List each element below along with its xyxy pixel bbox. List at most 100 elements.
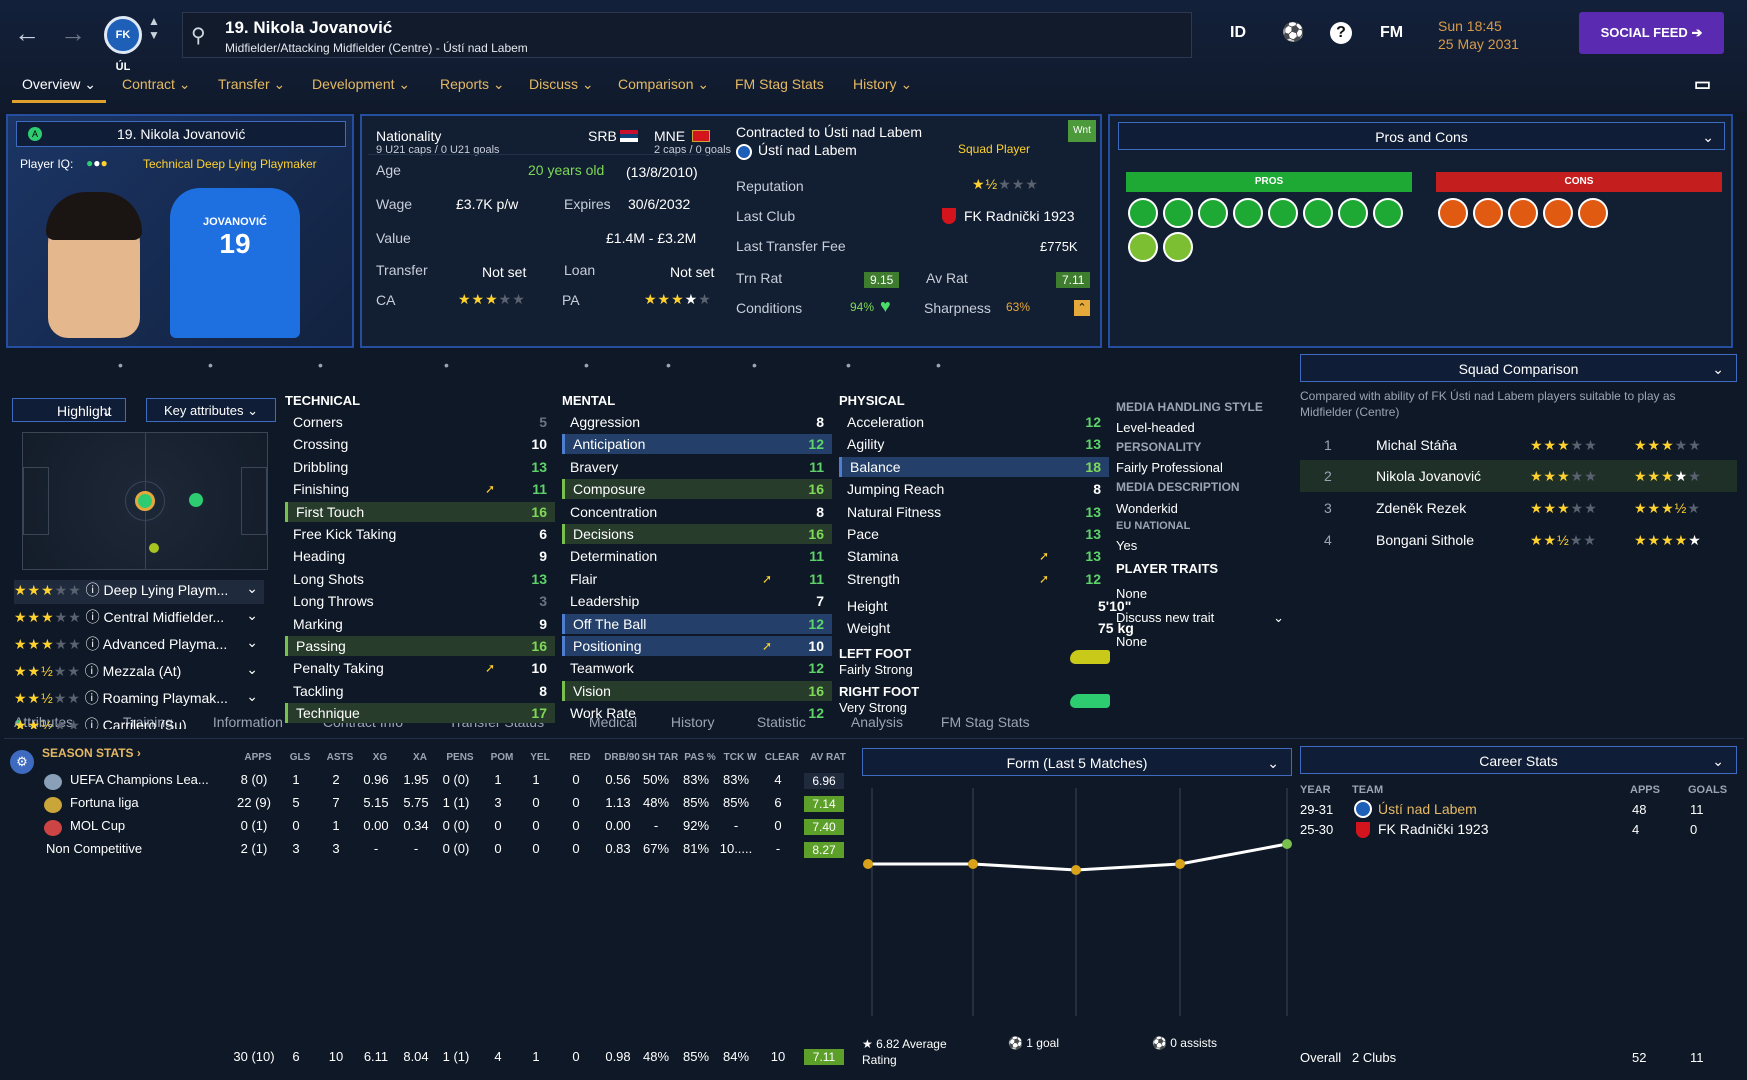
loan-value[interactable]: Not set (670, 264, 715, 280)
attribute-row[interactable]: Composure 16 (562, 479, 832, 500)
transfer-value[interactable]: Not set (482, 264, 527, 280)
pros-cons-dropdown[interactable]: Pros and Cons ⌄ (1118, 122, 1725, 150)
attribute-row[interactable]: Positioning ➚ 10 (562, 636, 832, 656)
attribute-row[interactable]: Passing 16 (285, 636, 555, 656)
role-item[interactable]: ★★★★★ ⓘ Advanced Playma... ⌄ (14, 634, 264, 654)
attribute-row[interactable]: Marking 9 (285, 614, 555, 634)
back-icon[interactable]: ← (14, 18, 40, 48)
attribute-row[interactable]: Acceleration 12 (839, 412, 1109, 432)
form-point[interactable] (863, 859, 873, 869)
highlight-dropdown[interactable]: Highlight ⌄ (12, 398, 126, 422)
menu-overview[interactable]: Overview ⌄ (22, 76, 96, 92)
attribute-row[interactable]: Off The Ball 12 (562, 613, 832, 634)
attribute-row[interactable]: Free Kick Taking 6 (285, 524, 555, 544)
tab-analysis[interactable]: • Analysis (846, 357, 904, 730)
pro-trait-icon[interactable] (1338, 198, 1368, 228)
attribute-row[interactable]: Tackling 8 (285, 681, 555, 701)
gear-icon[interactable]: ⚙ (10, 750, 34, 774)
pro-trait-icon[interactable] (1163, 198, 1193, 228)
attribute-row[interactable]: Natural Fitness 13 (839, 502, 1109, 522)
tab-medical[interactable]: • Medical (584, 357, 638, 730)
attribute-row[interactable]: Technique 17 (285, 703, 555, 724)
attribute-row[interactable]: Leadership 7 (562, 591, 832, 611)
con-trait-icon[interactable] (1543, 198, 1573, 228)
attribute-row[interactable]: Teamwork 12 (562, 658, 832, 678)
game-date[interactable]: Sun 18:45 25 May 2031 (1438, 17, 1519, 53)
menu-comparison[interactable]: Comparison ⌄ (618, 76, 710, 92)
competition-name[interactable]: Fortuna liga (70, 795, 139, 810)
id-icon[interactable]: ID (1230, 24, 1246, 41)
attribute-row[interactable]: First Touch 16 (285, 501, 555, 522)
con-trait-icon[interactable] (1508, 198, 1538, 228)
con-trait-icon[interactable] (1473, 198, 1503, 228)
attribute-row[interactable]: Agility 13 (839, 434, 1109, 454)
attribute-row[interactable]: Crossing 10 (285, 434, 555, 454)
last-club-value[interactable]: FK Radnički 1923 (964, 208, 1075, 224)
tab-statistic[interactable]: • Statistic (752, 357, 806, 730)
attribute-row[interactable]: Pace 13 (839, 524, 1109, 544)
tab-contract-info[interactable]: • Contract Info (318, 357, 403, 730)
attribute-row[interactable]: Strength ➚ 12 (839, 569, 1109, 589)
pro-trait-icon[interactable] (1373, 198, 1403, 228)
role-item[interactable]: ★★½★★ ⓘ Mezzala (At) ⌄ (14, 661, 264, 681)
attribute-row[interactable]: Aggression 8 (562, 412, 832, 432)
attribute-row[interactable]: Penalty Taking ➚ 10 (285, 658, 555, 678)
form-point[interactable] (968, 859, 978, 869)
squad-player-row[interactable]: 4 Bongani Sithole ★★½★★ ★★★★★ (1300, 524, 1737, 556)
form-point[interactable] (1175, 859, 1185, 869)
menu-reports[interactable]: Reports ⌄ (440, 76, 505, 92)
pro-trait-icon[interactable] (1198, 198, 1228, 228)
con-trait-icon[interactable] (1438, 198, 1468, 228)
tab-fm-stag-stats[interactable]: • FM Stag Stats (936, 357, 1030, 730)
attribute-row[interactable]: Corners 5 (285, 412, 555, 432)
squad-comparison-dropdown[interactable]: Squad Comparison ⌄ (1300, 354, 1737, 382)
menu-fm-stag-stats[interactable]: FM Stag Stats (735, 76, 824, 92)
squad-player-row[interactable]: 3 Zdeněk Rezek ★★★★★ ★★★½★ (1300, 492, 1737, 524)
career-team[interactable]: FK Radnički 1923 (1378, 821, 1489, 837)
attribute-row[interactable]: Vision 16 (562, 680, 832, 701)
attribute-row[interactable]: Flair ➚ 11 (562, 569, 832, 589)
tab-history[interactable]: • History (666, 357, 715, 730)
nation-mne[interactable]: MNE (654, 128, 686, 144)
menu-contract[interactable]: Contract ⌄ (122, 76, 191, 92)
pro-trait-icon[interactable] (1233, 198, 1263, 228)
attribute-row[interactable]: Concentration 8 (562, 502, 832, 522)
squad-player-row[interactable]: 2 Nikola Jovanović ★★★★★ ★★★★★ (1300, 460, 1737, 492)
club-crest-icon[interactable]: FK ÚL (104, 16, 142, 73)
attribute-row[interactable]: Long Shots 13 (285, 569, 555, 589)
tab-training[interactable]: • Training (118, 357, 173, 730)
role-item[interactable]: ★★★★★ ⓘ Deep Lying Playm... ⌄ (14, 580, 264, 604)
menu-transfer[interactable]: Transfer ⌄ (218, 76, 286, 92)
competition-name[interactable]: Non Competitive (46, 841, 143, 856)
attribute-row[interactable]: Bravery 11 (562, 457, 832, 477)
tab-information[interactable]: • Information (208, 357, 283, 730)
attribute-row[interactable]: Finishing ➚ 11 (285, 479, 555, 499)
competition-name[interactable]: MOL Cup (70, 818, 126, 833)
attribute-row[interactable]: Heading 9 (285, 546, 555, 566)
role-item[interactable]: ★★½★★ ⓘ Roaming Playmak... ⌄ (14, 688, 264, 708)
menu-development[interactable]: Development ⌄ (312, 76, 411, 92)
season-stats-link[interactable]: SEASON STATS › (42, 746, 141, 760)
pro-trait-icon[interactable] (1303, 198, 1333, 228)
form-point[interactable] (1071, 865, 1081, 875)
form-dropdown[interactable]: Form (Last 5 Matches) ⌄ (862, 748, 1292, 776)
club-switch-icon[interactable]: ▲ ▼ (148, 14, 160, 42)
attribute-row[interactable]: Dribbling 13 (285, 457, 555, 477)
search-box[interactable]: ⚲ 19. Nikola Jovanović Midfielder/Attack… (182, 12, 1192, 58)
attribute-row[interactable]: Stamina ➚ 13 (839, 546, 1109, 566)
ball-icon[interactable]: ⚽ (1282, 22, 1305, 42)
menu-discuss[interactable]: Discuss ⌄ (529, 76, 594, 92)
con-trait-icon[interactable] (1578, 198, 1608, 228)
club-name[interactable]: Ústí nad Labem (758, 142, 857, 158)
pro-trait-icon[interactable] (1268, 198, 1298, 228)
pro-trait-icon[interactable] (1128, 198, 1158, 228)
social-feed-button[interactable]: SOCIAL FEED ➔ (1579, 12, 1724, 54)
squad-player-row[interactable]: 1 Michal Stáňa ★★★★★ ★★★★★ (1300, 430, 1737, 460)
career-dropdown[interactable]: Career Stats ⌄ (1300, 746, 1737, 774)
pro-trait-icon[interactable] (1128, 232, 1158, 262)
forward-icon[interactable]: → (60, 18, 86, 48)
attribute-row[interactable]: Decisions 16 (562, 524, 832, 544)
attribute-row[interactable]: Anticipation 12 (562, 434, 832, 455)
profile-name[interactable]: 19. Nikola Jovanović (16, 121, 346, 147)
tab-transfer-status[interactable]: • Transfer Status (444, 357, 544, 730)
